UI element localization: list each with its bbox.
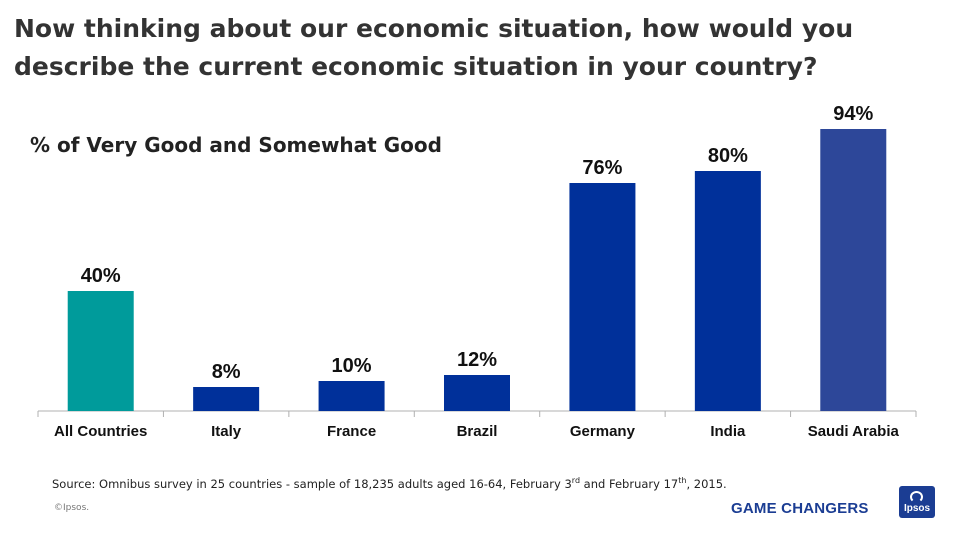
bar-france (318, 381, 385, 411)
data-label: 8% (212, 361, 241, 383)
x-tick-label: All Countries (54, 423, 147, 440)
data-label: 76% (582, 157, 622, 179)
source-note: Source: Omnibus survey in 25 countries -… (52, 476, 727, 491)
logo-mark-icon (910, 491, 923, 503)
bar-brazil (444, 375, 510, 411)
bar-india (694, 171, 761, 411)
data-label: 10% (332, 355, 372, 377)
data-label: 40% (81, 265, 121, 287)
data-label: 94% (833, 103, 873, 125)
bar-germany (569, 183, 636, 411)
x-tick-label: India (710, 423, 746, 440)
ipsos-logo: Ipsos (899, 486, 935, 518)
x-tick-label: Saudi Arabia (808, 423, 900, 440)
source-mid: and February 17 (580, 476, 679, 491)
source-prefix: Source: Omnibus survey in 25 countries -… (52, 476, 572, 491)
source-suffix: , 2015. (686, 476, 727, 491)
slide-title: Now thinking about our economic situatio… (14, 14, 854, 81)
x-tick-label: Italy (211, 423, 242, 440)
logo-text: Ipsos (903, 503, 931, 514)
source-sup-rd: rd (571, 476, 581, 485)
x-tick-label: Brazil (457, 423, 498, 440)
bar-italy (193, 387, 260, 411)
source-sup-th: th (678, 476, 687, 485)
copyright: ©Ipsos. (54, 503, 90, 513)
chart-subtitle: % of Very Good and Somewhat Good (30, 133, 442, 157)
tagline: GAME CHANGERS (731, 500, 869, 517)
x-tick-label: Germany (570, 423, 636, 440)
bar-all-countries (67, 291, 134, 411)
data-label: 80% (708, 145, 748, 167)
data-label: 12% (457, 349, 497, 371)
bar-saudi-arabia (820, 129, 887, 411)
x-tick-label: France (327, 423, 376, 440)
